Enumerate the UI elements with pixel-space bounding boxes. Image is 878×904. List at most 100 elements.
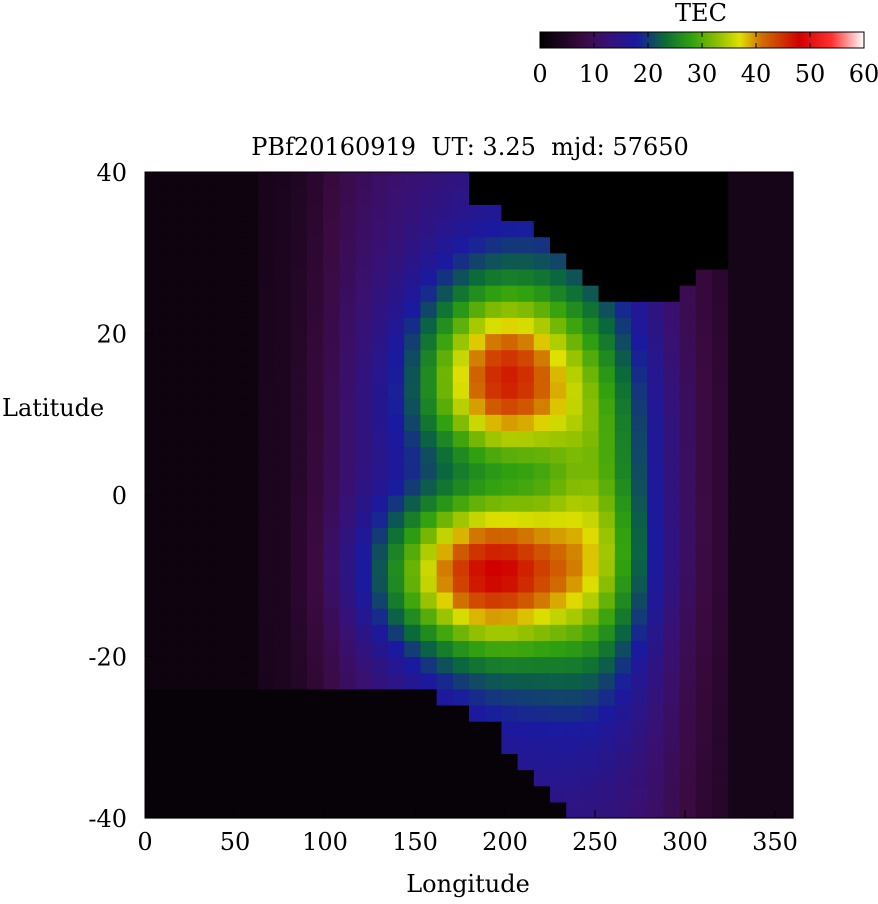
heatmap-cell xyxy=(177,672,195,690)
heatmap-cell xyxy=(760,204,778,222)
heatmap-cell xyxy=(177,640,195,658)
heatmap-cell xyxy=(485,446,502,464)
heatmap-cell xyxy=(193,317,211,335)
heatmap-cell xyxy=(695,591,713,609)
heatmap-cell xyxy=(647,769,664,787)
heatmap-cell xyxy=(355,252,373,270)
heatmap-cell xyxy=(614,656,632,674)
heatmap-cell xyxy=(582,785,600,803)
heatmap-cell xyxy=(177,753,195,771)
heatmap-cell xyxy=(436,398,454,415)
heatmap-cell xyxy=(290,527,308,545)
heatmap-cell xyxy=(290,333,308,351)
heatmap-cell xyxy=(323,527,340,545)
heatmap-cell xyxy=(744,527,762,545)
heatmap-cell xyxy=(712,333,729,351)
heatmap-cell xyxy=(517,737,535,754)
heatmap-cell xyxy=(436,381,454,399)
heatmap-cell xyxy=(582,737,600,754)
heatmap-cell xyxy=(355,172,373,189)
heatmap-cell xyxy=(452,172,470,189)
heatmap-cell xyxy=(614,430,632,448)
heatmap-cell xyxy=(355,753,373,771)
heatmap-cell xyxy=(226,591,243,609)
heatmap-cell xyxy=(679,640,697,658)
heatmap-cell xyxy=(420,737,438,754)
heatmap-cell xyxy=(290,624,308,641)
heatmap-cell xyxy=(679,575,697,593)
heatmap-cell xyxy=(760,349,778,367)
heatmap-cell xyxy=(371,721,389,738)
heatmap-cell xyxy=(776,172,794,189)
heatmap-cell xyxy=(193,511,211,528)
heatmap-cell xyxy=(550,575,567,593)
heatmap-cell xyxy=(226,204,243,222)
heatmap-cell xyxy=(712,688,729,706)
x-tick-label: 100 xyxy=(302,828,348,856)
heatmap-cell xyxy=(760,381,778,399)
heatmap-cell xyxy=(290,301,308,318)
colorbar-ticks: 0 10 20 30 40 50 60 xyxy=(532,32,878,88)
heatmap-cell xyxy=(274,446,292,464)
heatmap-cell xyxy=(728,721,745,738)
heatmap-cell xyxy=(663,172,681,189)
heatmap-cell xyxy=(226,381,243,399)
heatmap-cell xyxy=(436,349,454,367)
heatmap-cell xyxy=(517,672,535,690)
heatmap-cell xyxy=(307,365,324,383)
heatmap-cell xyxy=(598,188,616,205)
heatmap-cell xyxy=(582,365,600,383)
heatmap-cell xyxy=(712,172,729,189)
heatmap-cell xyxy=(550,608,567,625)
heatmap-cell xyxy=(469,317,486,335)
heatmap-cell xyxy=(355,268,373,286)
heatmap-cell xyxy=(695,252,713,270)
heatmap-cell xyxy=(274,704,292,722)
heatmap-cell xyxy=(598,737,616,754)
heatmap-cell xyxy=(290,640,308,658)
heatmap-cell xyxy=(355,801,373,819)
heatmap-cell xyxy=(145,559,162,577)
heatmap-cell xyxy=(161,624,178,641)
heatmap-cell xyxy=(647,414,664,431)
heatmap-cell xyxy=(647,317,664,335)
heatmap-cell xyxy=(177,462,195,480)
heatmap-cell xyxy=(193,527,211,545)
heatmap-cell xyxy=(469,608,486,625)
heatmap-cell xyxy=(776,333,794,351)
heatmap-cell xyxy=(728,704,745,722)
heatmap-cell xyxy=(145,624,162,641)
heatmap-cell xyxy=(436,220,454,238)
heatmap-cell xyxy=(647,559,664,577)
heatmap-cell xyxy=(307,398,324,415)
heatmap-cell xyxy=(145,608,162,625)
heatmap-cell xyxy=(485,640,502,658)
heatmap-cell xyxy=(355,721,373,738)
heatmap-cell xyxy=(598,301,616,318)
heatmap-cell xyxy=(339,559,357,577)
heatmap-cell xyxy=(209,704,227,722)
heatmap-cell xyxy=(712,769,729,787)
heatmap-cell xyxy=(485,704,502,722)
heatmap-cell xyxy=(631,559,648,577)
heatmap-cell xyxy=(420,559,438,577)
heatmap-cell xyxy=(290,188,308,205)
heatmap-cell xyxy=(663,446,681,464)
heatmap-cell xyxy=(582,753,600,771)
heatmap-cell xyxy=(420,446,438,464)
heatmap-cell xyxy=(242,495,259,512)
heatmap-cell xyxy=(776,285,794,302)
heatmap-cell xyxy=(420,543,438,561)
heatmap-cell xyxy=(274,236,292,254)
heatmap-cell xyxy=(679,527,697,545)
heatmap-cell xyxy=(226,398,243,415)
heatmap-cell xyxy=(679,430,697,448)
heatmap-cell xyxy=(631,575,648,593)
heatmap-cell xyxy=(679,268,697,286)
heatmap-cell xyxy=(355,608,373,625)
heatmap-cell xyxy=(258,204,276,222)
heatmap-cell xyxy=(420,220,438,238)
heatmap-cell xyxy=(712,608,729,625)
heatmap-cell xyxy=(679,624,697,641)
heatmap-cell xyxy=(566,365,583,383)
